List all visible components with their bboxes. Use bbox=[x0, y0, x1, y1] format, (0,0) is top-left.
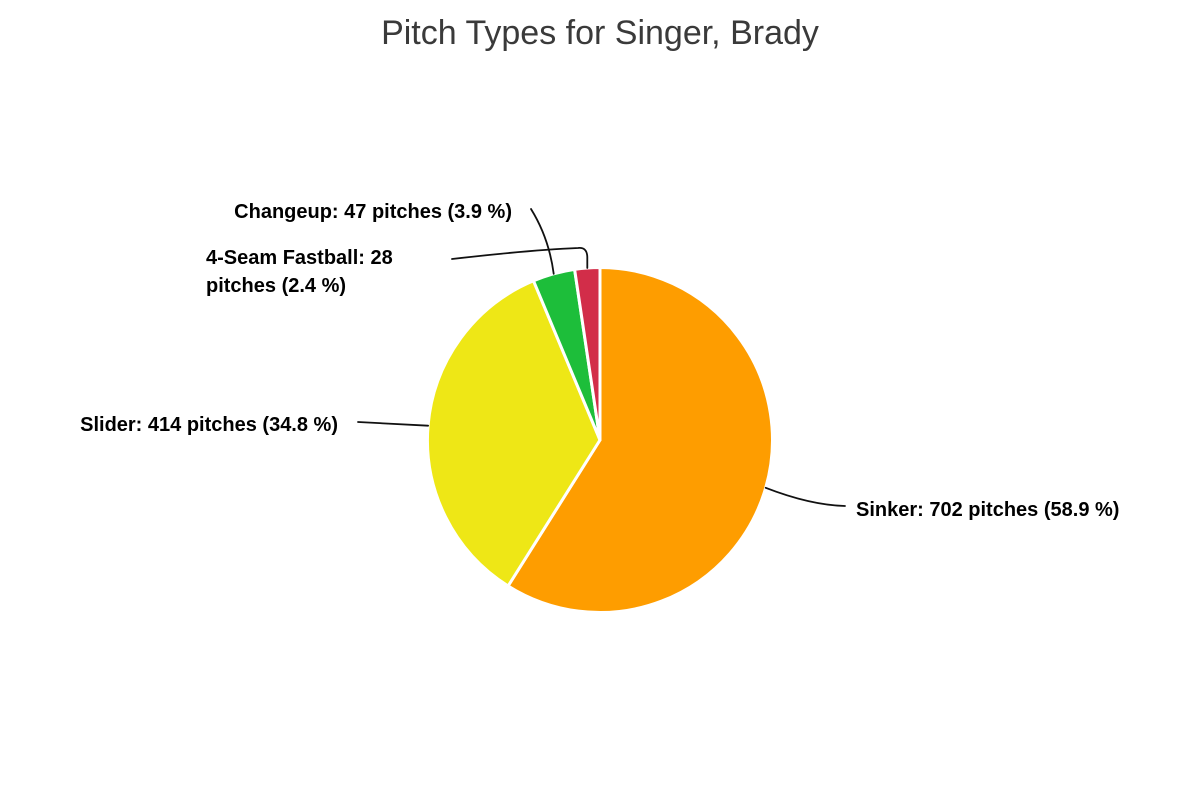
slice-label-4-seam-fastball: 4-Seam Fastball: 28 pitches (2.4 %) bbox=[206, 247, 393, 297]
slice-label-sinker: Sinker: 702 pitches (58.9 %) bbox=[856, 499, 1120, 521]
slice-label-changeup: Changeup: 47 pitches (3.9 %) bbox=[234, 201, 512, 223]
connector-line-sinker bbox=[764, 486, 846, 507]
slice-label-slider: Slider: 414 pitches (34.8 %) bbox=[80, 414, 338, 436]
connector-line-4-seam-fastball bbox=[451, 247, 589, 269]
connector-line-slider bbox=[357, 421, 429, 427]
connector-line-changeup bbox=[530, 208, 555, 275]
chart-title: Pitch Types for Singer, Brady bbox=[381, 14, 819, 52]
